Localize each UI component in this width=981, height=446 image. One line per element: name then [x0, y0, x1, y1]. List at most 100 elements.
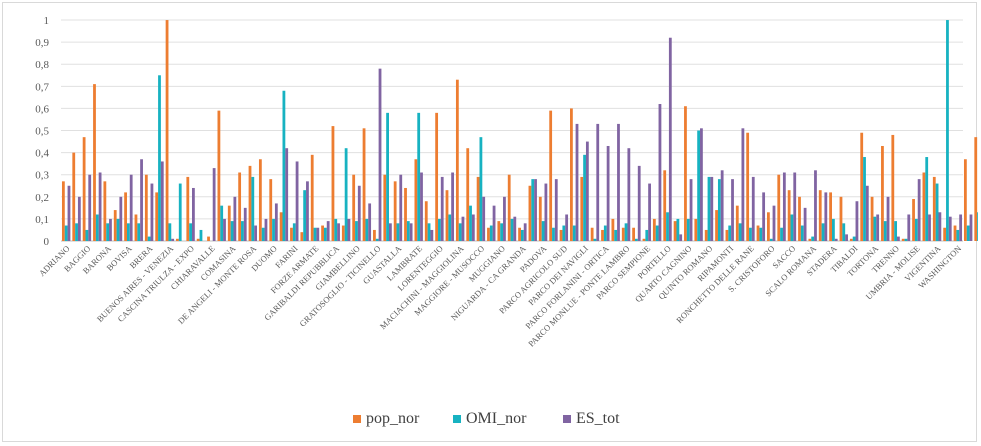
- bar-ES_tot: [430, 229, 434, 241]
- bar-ES_tot: [192, 187, 195, 241]
- bar-pop_nor: [134, 214, 138, 241]
- bar-OMI_nor: [355, 221, 358, 241]
- bar-OMI_nor: [158, 75, 161, 241]
- bar-pop_nor: [735, 205, 739, 241]
- bar-OMI_nor: [832, 218, 835, 241]
- bar-ES_tot: [565, 214, 569, 241]
- bar-ES_tot: [627, 148, 631, 241]
- bar-OMI_nor: [635, 238, 638, 241]
- bar-ES_tot: [150, 183, 154, 241]
- bar-pop_nor: [269, 179, 273, 241]
- bar-ES_tot: [129, 174, 133, 241]
- bar-OMI_nor: [137, 223, 141, 241]
- bar-ES_tot: [119, 196, 123, 241]
- bar-OMI_nor: [479, 137, 483, 241]
- y-tick-label: 0,5: [35, 126, 49, 138]
- bar-ES_tot: [938, 212, 942, 241]
- legend-label-OMI_nor: OMI_nor: [466, 410, 527, 427]
- bar-ES_tot: [67, 185, 71, 241]
- bar-ES_tot: [160, 161, 164, 241]
- bar-pop_nor: [248, 165, 252, 241]
- bar-pop_nor: [103, 181, 107, 241]
- bar-ES_tot: [897, 236, 900, 241]
- bar-ES_tot: [720, 170, 724, 241]
- bar-ES_tot: [140, 159, 143, 241]
- bar-OMI_nor: [303, 190, 307, 241]
- bar-OMI_nor: [572, 225, 576, 241]
- bar-OMI_nor: [541, 221, 545, 241]
- bar-pop_nor: [487, 227, 490, 241]
- bar-pop_nor: [652, 218, 656, 241]
- bar-ES_tot: [917, 179, 921, 241]
- bar-OMI_nor: [292, 223, 296, 241]
- bar-pop_nor: [165, 20, 169, 241]
- bar-chart: 00,10,20,30,40,50,60,70,80,91ADRIANOBAGG…: [35, 15, 978, 427]
- bar-pop_nor: [528, 185, 532, 241]
- bar-ES_tot: [492, 205, 496, 241]
- bar-ES_tot: [658, 104, 662, 241]
- bar-pop_nor: [144, 174, 148, 241]
- bar-pop_nor: [207, 236, 210, 241]
- bar-pop_nor: [746, 132, 750, 241]
- bar-OMI_nor: [769, 238, 773, 241]
- bar-pop_nor: [943, 227, 947, 241]
- bar-OMI_nor: [666, 212, 669, 241]
- bar-ES_tot: [824, 192, 828, 241]
- bar-pop_nor: [331, 126, 335, 241]
- bar-pop_nor: [321, 225, 324, 241]
- y-tick-label: 0,2: [35, 192, 49, 204]
- bar-pop_nor: [881, 145, 884, 241]
- bar-OMI_nor: [738, 223, 742, 241]
- bar-ES_tot: [399, 174, 403, 241]
- bar-ES_tot: [928, 214, 931, 241]
- bar-OMI_nor: [520, 229, 524, 241]
- bar-pop_nor: [352, 174, 356, 241]
- bar-pop_nor: [497, 221, 501, 241]
- bar-ES_tot: [295, 161, 299, 241]
- bar-OMI_nor: [147, 236, 151, 241]
- y-tick-label: 0,9: [35, 37, 49, 49]
- bar-OMI_nor: [438, 218, 441, 241]
- bar-OMI_nor: [500, 223, 504, 241]
- bar-OMI_nor: [749, 227, 752, 241]
- bar-pop_nor: [383, 174, 387, 241]
- bar-pop_nor: [787, 190, 791, 241]
- bar-ES_tot: [347, 218, 351, 241]
- bar-pop_nor: [590, 227, 594, 241]
- bar-ES_tot: [876, 214, 880, 241]
- bar-ES_tot: [503, 196, 506, 241]
- bar-OMI_nor: [966, 225, 970, 241]
- bar-OMI_nor: [189, 223, 192, 241]
- bar-ES_tot: [969, 214, 973, 241]
- bar-OMI_nor: [531, 179, 535, 241]
- bar-OMI_nor: [64, 225, 68, 241]
- bar-pop_nor: [777, 174, 781, 241]
- bar-OMI_nor: [458, 223, 462, 241]
- bar-OMI_nor: [717, 179, 721, 241]
- bar-ES_tot: [617, 123, 620, 241]
- bar-OMI_nor: [95, 214, 99, 241]
- x-tick-label: ADRIANO: [37, 243, 72, 278]
- bar-pop_nor: [684, 106, 687, 241]
- bar-pop_nor: [725, 229, 729, 241]
- bar-pop_nor: [715, 210, 718, 241]
- bar-OMI_nor: [842, 223, 846, 241]
- bar-ES_tot: [700, 128, 703, 241]
- bar-pop_nor: [72, 152, 76, 241]
- bar-ES_tot: [907, 214, 911, 241]
- bar-pop_nor: [839, 196, 843, 241]
- legend-swatch-ES_tot: [563, 415, 571, 423]
- legend-swatch-pop_nor: [353, 415, 361, 423]
- bar-ES_tot: [772, 205, 776, 241]
- bar-ES_tot: [243, 207, 247, 241]
- bar-OMI_nor: [261, 227, 265, 241]
- bar-ES_tot: [88, 174, 92, 241]
- bar-OMI_nor: [251, 176, 255, 241]
- bar-pop_nor: [974, 137, 978, 241]
- bar-OMI_nor: [863, 157, 866, 241]
- bar-pop_nor: [860, 132, 864, 241]
- bar-ES_tot: [171, 238, 175, 241]
- bar-OMI_nor: [375, 238, 379, 241]
- bar-OMI_nor: [655, 225, 659, 241]
